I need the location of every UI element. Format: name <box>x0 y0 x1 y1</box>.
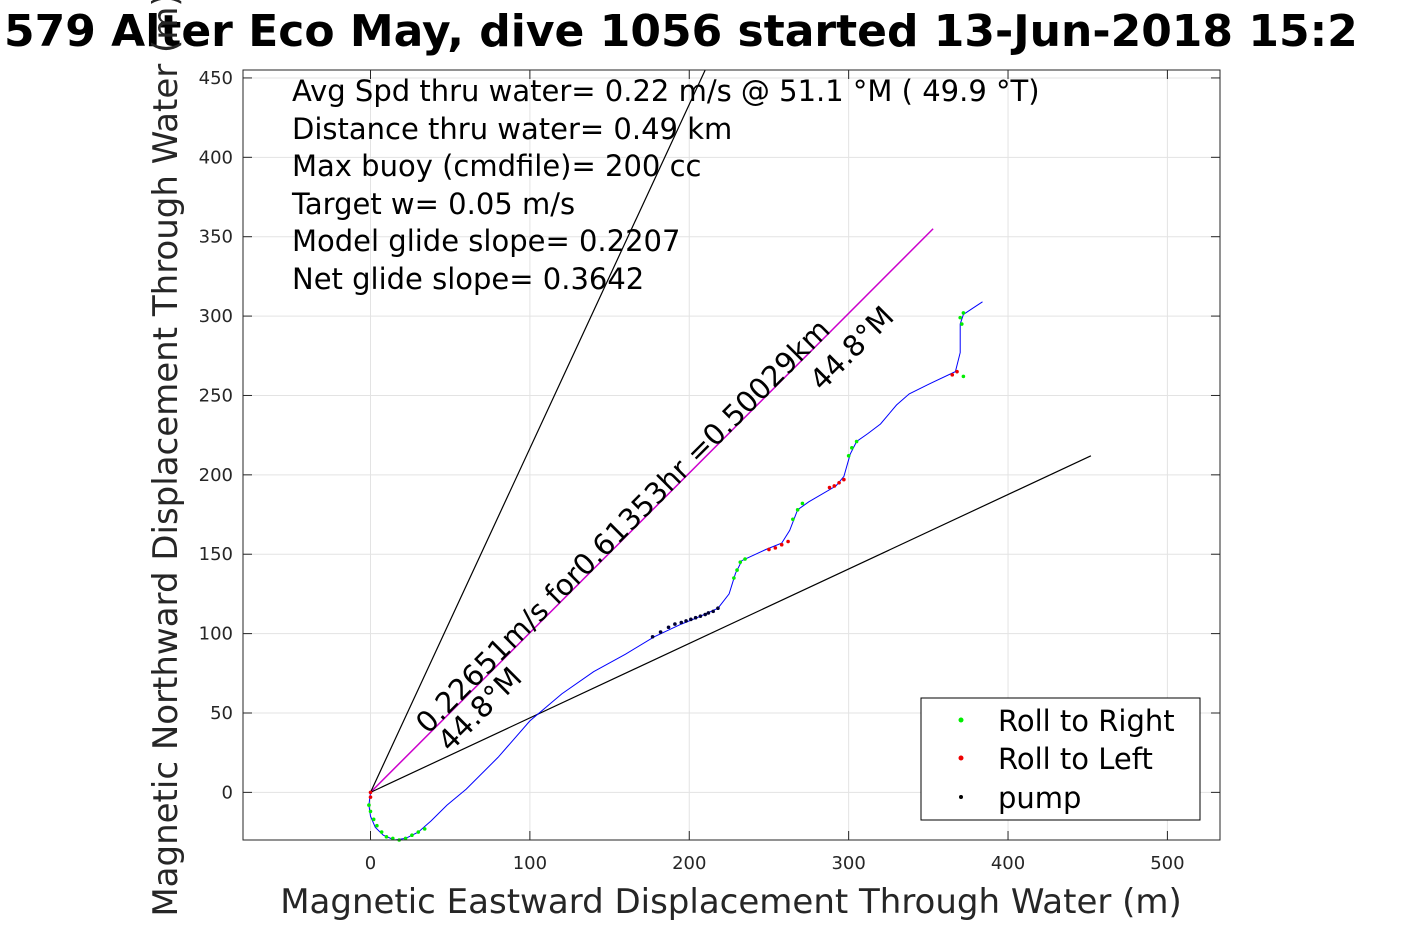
track-line <box>368 301 983 841</box>
legend-marker-pump <box>959 795 963 799</box>
roll-left-point <box>837 480 841 485</box>
roll-left-point <box>827 485 832 490</box>
roll-points <box>367 311 966 842</box>
cone-line-right <box>370 455 1092 793</box>
pump-point <box>706 611 711 615</box>
stat-target-w: Target w= 0.05 m/s <box>291 187 575 221</box>
x-tick-label: 100 <box>513 853 547 874</box>
roll-left-point <box>786 539 790 544</box>
stat-model-glide-slope: Model glide slope= 0.2207 <box>292 224 680 258</box>
pump-point <box>673 622 677 626</box>
pump-point <box>711 609 715 614</box>
roll-right-point <box>850 446 854 450</box>
roll-right-point <box>416 830 421 834</box>
stat-max-buoy: Max buoy (cmdfile)= 200 cc <box>292 149 701 183</box>
roll-right-point <box>795 507 800 512</box>
legend-label-roll-left: Roll to Left <box>998 742 1153 776</box>
roll-right-point <box>738 560 743 564</box>
pump-point <box>658 630 663 634</box>
roll-right-point <box>403 836 408 841</box>
y-tick-label: 100 <box>199 624 233 645</box>
roll-left-point <box>950 373 955 377</box>
roll-right-point <box>743 557 747 561</box>
stats-block: Avg Spd thru water= 0.22 m/s @ 51.1 °M (… <box>291 74 1040 296</box>
x-tick-label: 200 <box>672 853 706 874</box>
roll-right-point <box>732 576 736 580</box>
stat-net-glide-slope: Net glide slope= 0.3642 <box>292 262 644 296</box>
stat-distance: Distance thru water= 0.49 km <box>292 112 732 146</box>
pump-point <box>650 634 655 639</box>
legend-marker-roll-right <box>958 717 964 723</box>
roll-left-point <box>767 547 771 552</box>
roll-right-point <box>846 453 851 458</box>
roll-right-point <box>735 568 739 572</box>
x-tick-label: 500 <box>1150 853 1184 874</box>
y-tick-label: 200 <box>199 465 233 486</box>
roll-left-point <box>832 484 837 488</box>
roll-left-point <box>842 477 846 482</box>
roll-right-point <box>368 809 373 814</box>
pump-point <box>716 606 720 611</box>
pump-point <box>666 625 671 630</box>
y-axis-label: Magnetic Northward Displacement Through … <box>146 0 186 917</box>
roll-right-point <box>958 315 963 320</box>
plot-area-frame <box>242 69 1221 841</box>
roll-right-point <box>391 836 395 841</box>
y-tick-label: 50 <box>210 703 233 724</box>
legend-box <box>920 697 1201 821</box>
roll-left-point <box>368 795 373 799</box>
y-tick-label: 350 <box>199 227 233 248</box>
x-tick-label: 400 <box>991 853 1025 874</box>
roll-right-point <box>960 322 964 326</box>
legend-label-roll-right: Roll to Right <box>998 704 1175 738</box>
roll-right-point <box>375 823 379 828</box>
x-tick-label: 300 <box>831 853 865 874</box>
cone-line-left <box>369 69 706 793</box>
y-tick-label: 150 <box>199 544 233 565</box>
roll-right-point <box>371 817 376 822</box>
roll-left-point <box>955 369 959 374</box>
axis-ticks: 0 100 200 300 400 500 0 50 100 150 200 250 300 350 400… <box>199 68 1220 874</box>
pump-point <box>679 620 684 625</box>
y-tick-label: 0 <box>222 782 233 803</box>
legend-label-pump: pump <box>998 781 1081 815</box>
roll-right-point <box>379 830 384 834</box>
roll-left-point <box>779 542 784 547</box>
pump-point <box>689 617 693 622</box>
roll-right-point <box>367 803 371 807</box>
legend-marker-roll-left <box>958 755 964 761</box>
roll-left-point <box>368 790 373 795</box>
y-tick-label: 300 <box>199 306 233 327</box>
pump-point <box>693 615 698 620</box>
pump-point <box>684 619 688 623</box>
roll-right-point <box>961 311 966 315</box>
roll-right-point <box>854 439 859 444</box>
y-tick-label: 450 <box>199 68 233 89</box>
roll-right-point <box>384 835 389 839</box>
grid <box>243 70 1220 840</box>
roll-right-point <box>422 827 427 831</box>
x-tick-label: 0 <box>365 853 376 874</box>
velocity-annotation: 0.22651m/s for0.61353hr =0.50029km <box>409 312 837 740</box>
roll-left-point <box>773 546 778 550</box>
legend: Roll to Right Roll to Left pump <box>920 697 1201 821</box>
roll-right-point <box>410 833 414 838</box>
y-tick-label: 400 <box>199 147 233 168</box>
roll-right-point <box>791 517 795 522</box>
y-tick-label: 250 <box>199 385 233 406</box>
reference-lines <box>369 69 1092 793</box>
course-line <box>369 228 934 793</box>
x-axis-label: Magnetic Eastward Displacement Through W… <box>280 882 1182 922</box>
glider-track <box>368 301 983 841</box>
stat-avg-speed: Avg Spd thru water= 0.22 m/s @ 51.1 °M (… <box>292 74 1040 108</box>
pump-point <box>703 612 708 617</box>
chart-title: 579 Alter Eco May, dive 1056 started 13-… <box>4 6 1358 57</box>
roll-right-point <box>800 501 805 506</box>
roll-right-point <box>961 374 966 379</box>
pump-point <box>698 614 703 618</box>
